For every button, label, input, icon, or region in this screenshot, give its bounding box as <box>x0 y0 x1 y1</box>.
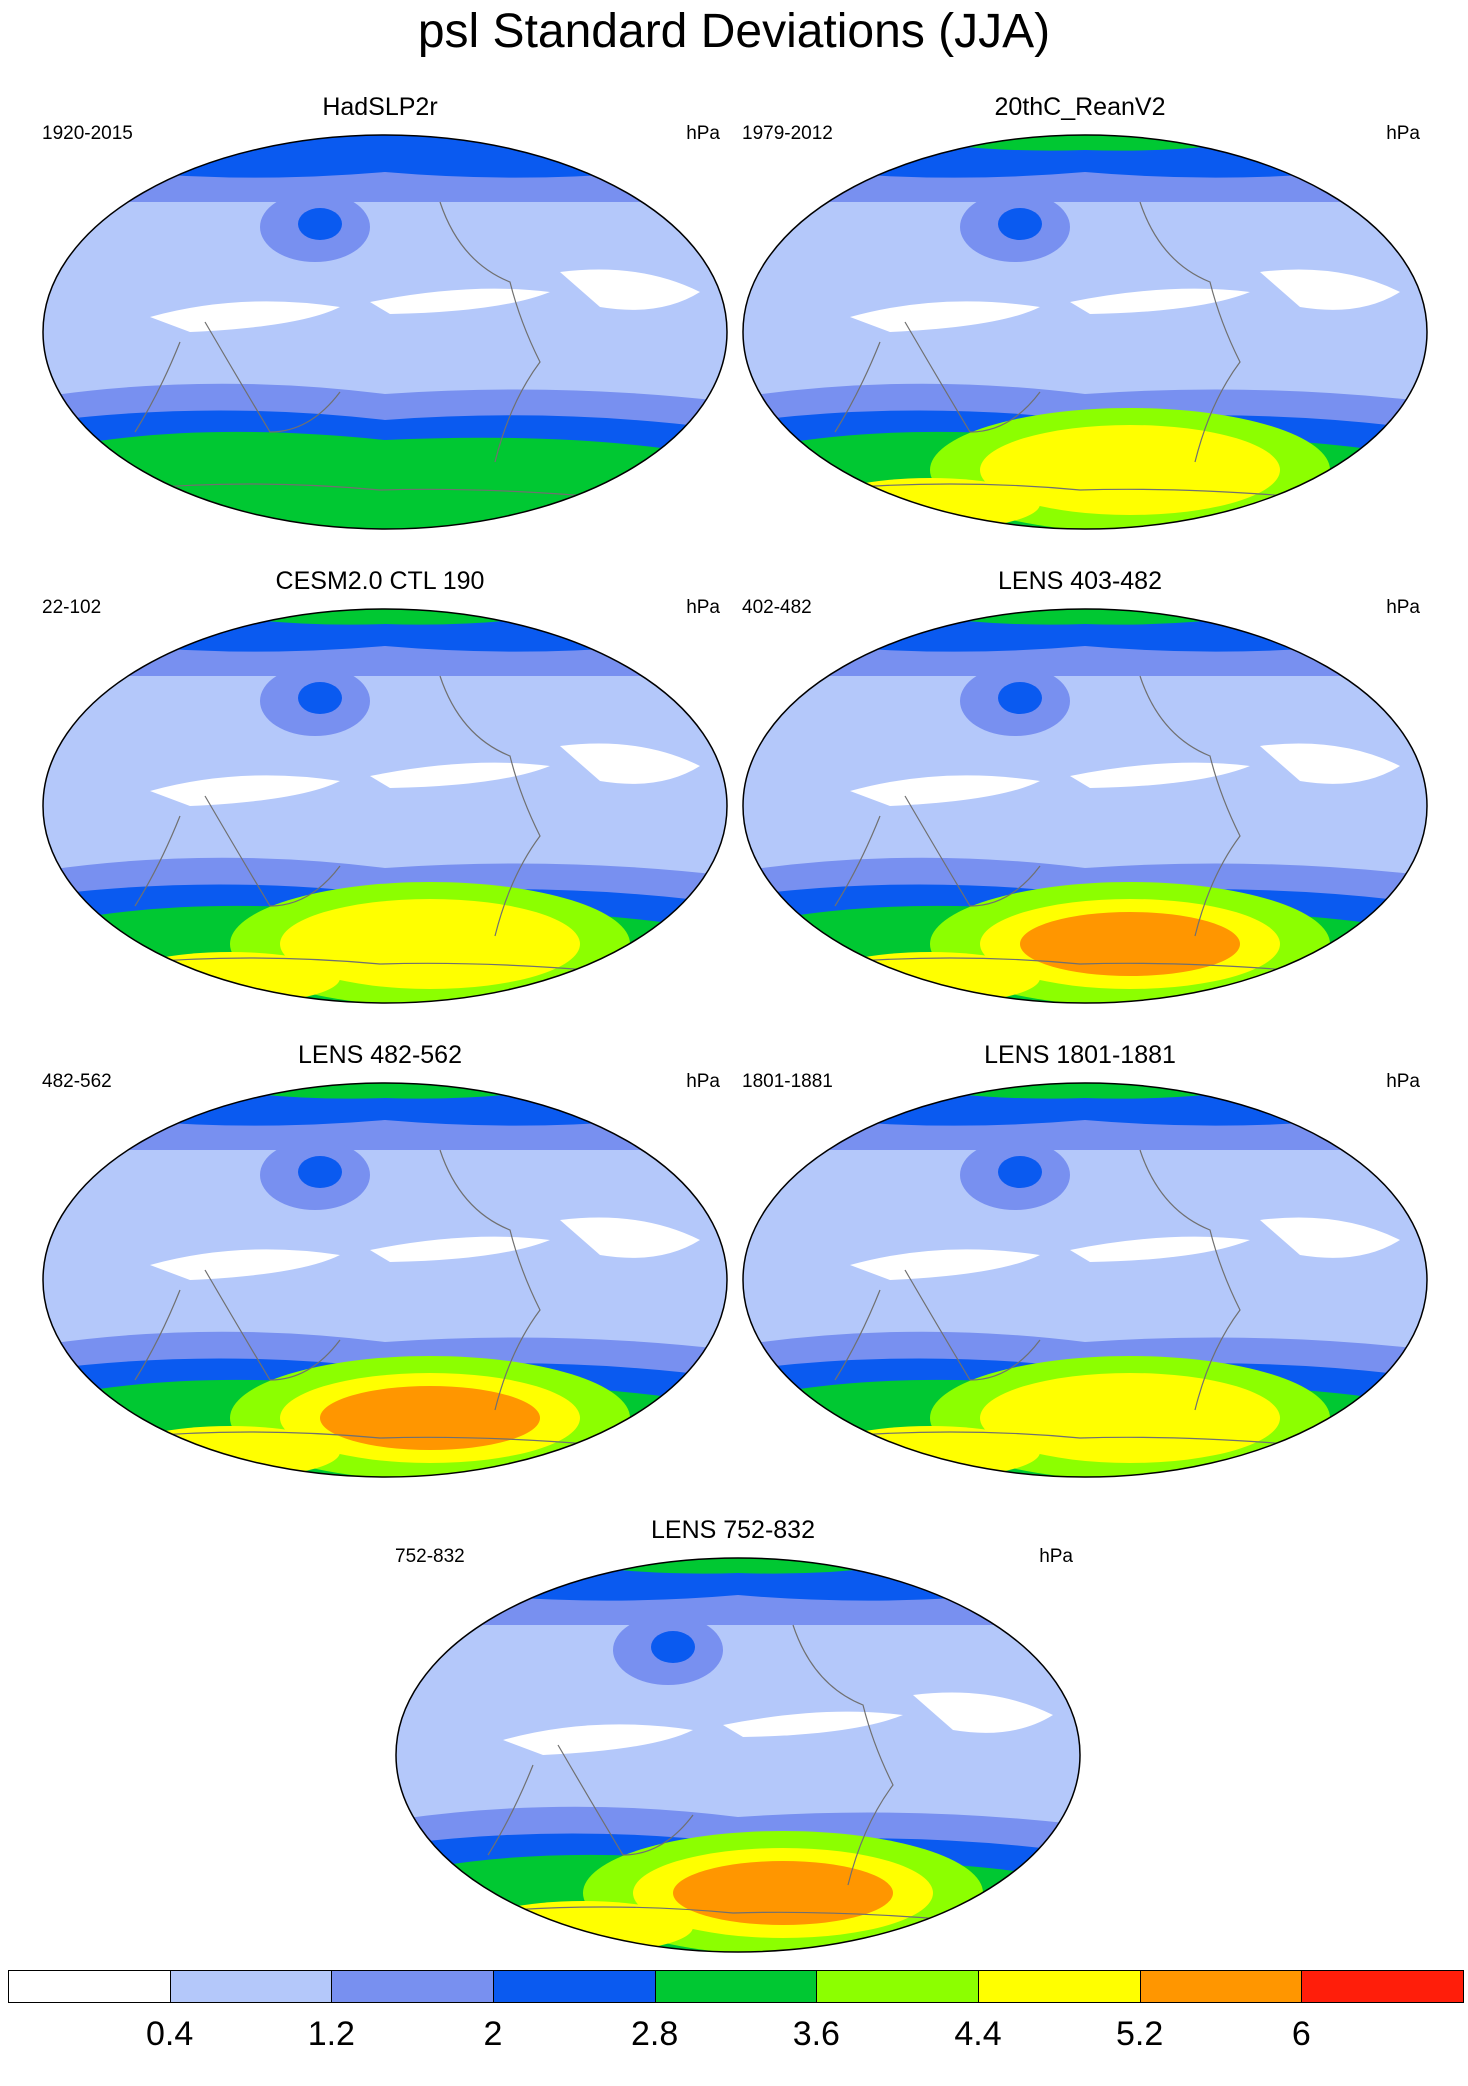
colorbar-label: 5.2 <box>1116 2015 1164 2053</box>
panel-years: 22-102 <box>42 597 102 618</box>
colorbar-swatch <box>654 1970 818 2003</box>
map-panel: LENS 482-562 482-562 hPa <box>30 1040 730 1490</box>
panel-title: HadSLP2r <box>322 93 438 121</box>
map-panel: CESM2.0 CTL 190 22-102 hPa <box>30 566 730 1016</box>
colorbar-label: 1.2 <box>307 2015 355 2053</box>
panel-units: hPa <box>1386 123 1420 144</box>
panel-title: LENS 1801-1881 <box>984 1041 1176 1069</box>
panel-units: hPa <box>686 597 720 618</box>
panel-units: hPa <box>686 123 720 144</box>
map-panel: LENS 1801-1881 1801-1881 hPa <box>730 1040 1430 1490</box>
world-map <box>395 1557 1081 1953</box>
panel-years: 402-482 <box>742 597 812 618</box>
panel-units: hPa <box>1386 597 1420 618</box>
panel-title: LENS 482-562 <box>297 1041 462 1069</box>
map-panel: 20thC_ReanV2 1979-2012 hPa <box>730 92 1430 542</box>
colorbar-label: 0.4 <box>146 2015 194 2053</box>
colorbar-label: 3.6 <box>792 2015 840 2053</box>
panel-title: CESM2.0 CTL 190 <box>275 567 485 595</box>
panel-years: 752-832 <box>395 1546 465 1567</box>
world-map <box>42 1082 728 1478</box>
world-map <box>742 608 1428 1004</box>
figure-title: psl Standard Deviations (JJA) <box>417 5 1051 58</box>
panel-years: 1920-2015 <box>42 123 133 144</box>
map-field <box>743 1083 1427 1477</box>
panel-years: 1801-1881 <box>742 1071 833 1092</box>
colorbar-swatch <box>169 1970 333 2003</box>
colorbar-swatch <box>8 1970 171 2003</box>
world-map <box>42 608 728 1004</box>
colorbar-swatch <box>1139 1970 1303 2003</box>
colorbar-label: 4.4 <box>954 2015 1002 2053</box>
colorbar-swatch <box>978 1970 1141 2003</box>
panel-units: hPa <box>1039 1546 1073 1567</box>
panel-title: LENS 403-482 <box>997 567 1162 595</box>
panel-units: hPa <box>1386 1071 1420 1092</box>
map-panel: HadSLP2r 1920-2015 hPa <box>30 92 730 542</box>
panel-title: 20thC_ReanV2 <box>994 93 1166 121</box>
map-panel: LENS 752-832 752-832 hPa <box>383 1515 1083 1965</box>
colorbar-label: 6 <box>1291 2015 1311 2053</box>
colorbar: 0.4 1.2 2 2.8 3.6 4.4 5.2 6 <box>8 1970 1464 2070</box>
world-map <box>42 134 728 530</box>
colorbar-label: 2 <box>483 2015 503 2053</box>
colorbar-swatch <box>493 1970 656 2003</box>
panel-title: LENS 752-832 <box>650 1516 815 1544</box>
world-map <box>742 1082 1428 1478</box>
world-map <box>742 134 1428 530</box>
map-field <box>396 1558 1080 1952</box>
colorbar-label: 2.8 <box>631 2015 679 2053</box>
panel-years: 482-562 <box>42 1071 112 1092</box>
panel-units: hPa <box>686 1071 720 1092</box>
colorbar-swatch <box>1301 1970 1464 2003</box>
panel-years: 1979-2012 <box>742 123 833 144</box>
colorbar-swatch <box>816 1970 979 2003</box>
map-panel: LENS 403-482 402-482 hPa <box>730 566 1430 1016</box>
colorbar-swatch <box>331 1970 494 2003</box>
